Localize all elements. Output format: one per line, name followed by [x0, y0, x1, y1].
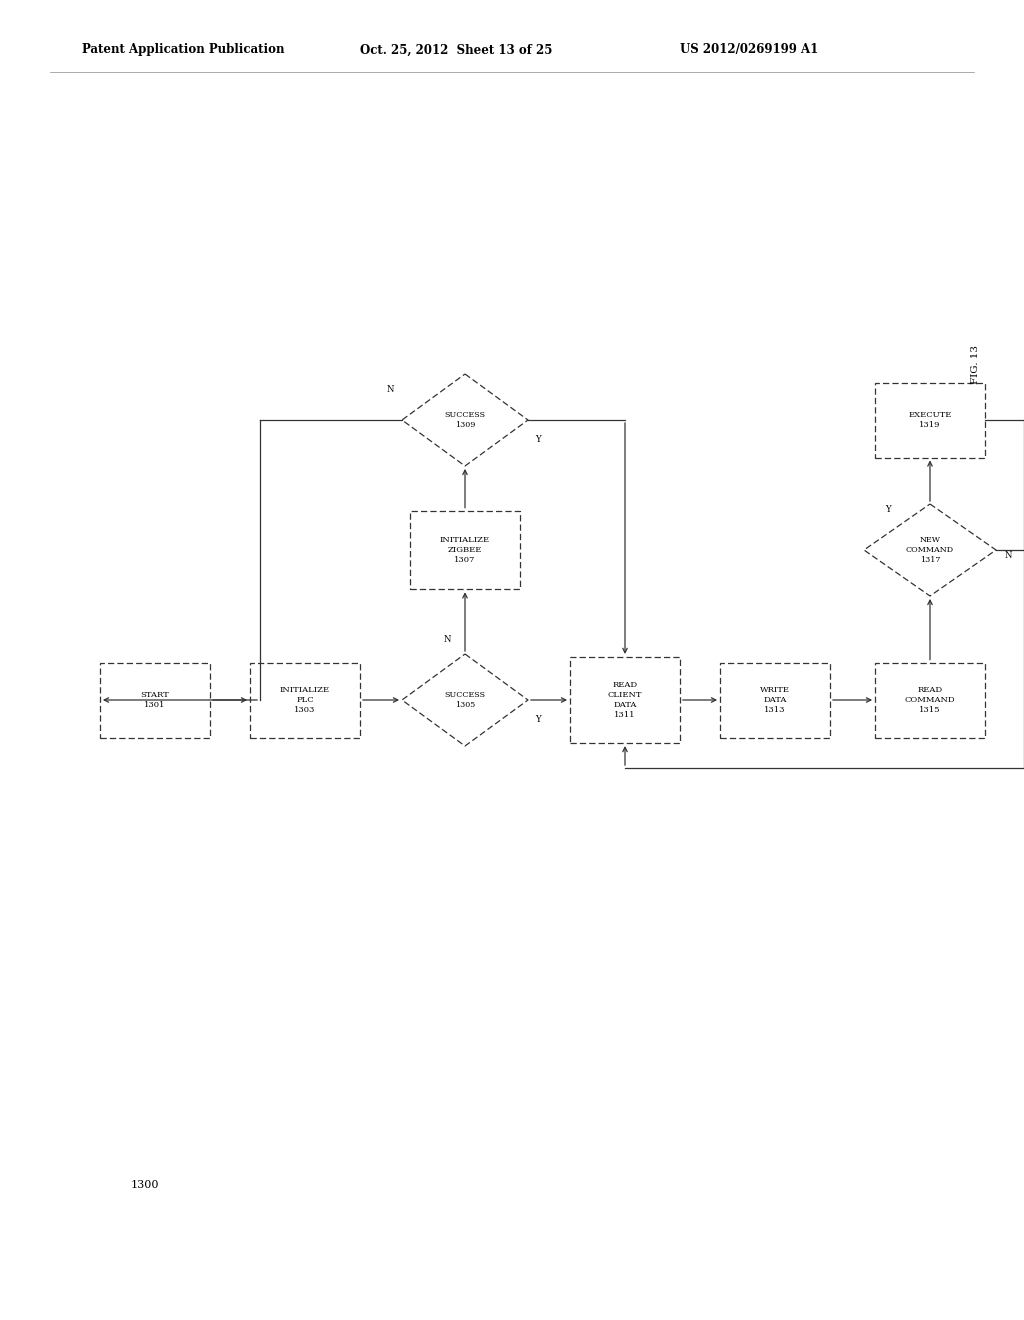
Text: EXECUTE
1319: EXECUTE 1319: [908, 411, 951, 429]
Bar: [410, 511, 520, 589]
Text: WRITE
DATA
1313: WRITE DATA 1313: [760, 686, 790, 714]
Bar: [874, 383, 985, 458]
Text: N: N: [443, 635, 451, 644]
Bar: [100, 663, 210, 738]
Text: NEW
COMMAND
1317: NEW COMMAND 1317: [906, 536, 954, 564]
Text: N: N: [386, 385, 394, 395]
Bar: [874, 663, 985, 738]
Text: INITIALIZE
ZIGBEE
1307: INITIALIZE ZIGBEE 1307: [440, 536, 490, 564]
Bar: [570, 657, 680, 743]
Bar: [720, 663, 830, 738]
Text: READ
COMMAND
1315: READ COMMAND 1315: [904, 686, 955, 714]
Text: INITIALIZE
PLC
1303: INITIALIZE PLC 1303: [280, 686, 330, 714]
Text: FIG. 13: FIG. 13: [971, 346, 980, 384]
Text: Y: Y: [885, 504, 891, 513]
Text: Y: Y: [536, 715, 541, 725]
Text: START
1301: START 1301: [140, 692, 169, 709]
Text: SUCCESS
1309: SUCCESS 1309: [444, 411, 485, 429]
Text: US 2012/0269199 A1: US 2012/0269199 A1: [680, 44, 818, 57]
Text: Y: Y: [536, 436, 541, 445]
Text: SUCCESS
1305: SUCCESS 1305: [444, 692, 485, 709]
Text: Patent Application Publication: Patent Application Publication: [82, 44, 285, 57]
Text: READ
CLIENT
DATA
1311: READ CLIENT DATA 1311: [608, 681, 642, 718]
Text: 1300: 1300: [131, 1180, 160, 1191]
Bar: [250, 663, 360, 738]
Text: N: N: [1005, 550, 1012, 560]
Text: Oct. 25, 2012  Sheet 13 of 25: Oct. 25, 2012 Sheet 13 of 25: [360, 44, 552, 57]
